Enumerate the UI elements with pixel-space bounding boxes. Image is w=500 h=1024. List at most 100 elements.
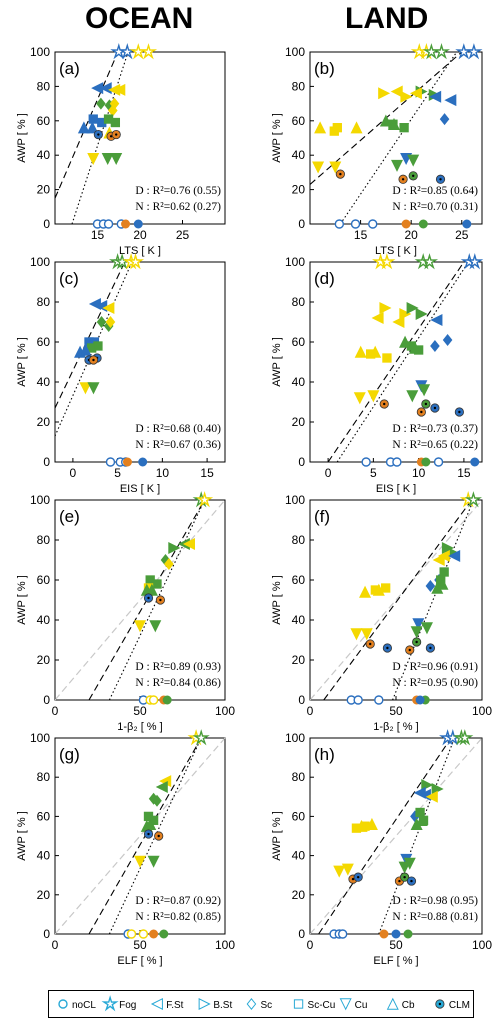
y-tick-label: 20 (37, 653, 51, 667)
point-star (465, 43, 483, 60)
y-tick-label: 0 (298, 455, 305, 469)
y-tick-label: 100 (30, 493, 50, 507)
panel-label: (e) (59, 507, 80, 526)
x-tick-label: 25 (176, 228, 190, 242)
point-square (93, 341, 103, 351)
y-tick-label: 80 (37, 295, 51, 309)
y-tick-label: 60 (37, 573, 51, 587)
x-tick-label: 0 (52, 938, 59, 952)
y-tick-label: 60 (37, 335, 51, 349)
point-triangle-down (407, 154, 420, 167)
points (74, 253, 148, 467)
panel-label: (d) (314, 269, 335, 288)
y-tick-label: 40 (292, 148, 306, 162)
stat-night: N : R²=0.84 (0.86) (135, 677, 221, 689)
point-star (126, 253, 145, 270)
point-triangle-up (314, 121, 327, 134)
point-square (88, 114, 98, 124)
y-tick-label: 40 (37, 849, 51, 863)
point-triangle-down (333, 865, 346, 878)
y-tick-label: 60 (292, 114, 306, 128)
point-circle-open (334, 219, 345, 229)
point-circle-dot-dot (356, 875, 360, 879)
point-circle-open (148, 695, 159, 705)
point-triangle-down (79, 382, 92, 395)
point-circle-filled (149, 929, 159, 939)
point-triangle-up (359, 585, 372, 598)
legend-marker (293, 999, 304, 1009)
x-tick-label: 50 (133, 704, 147, 718)
point-star (129, 43, 147, 60)
legend-svg: noCL Fog F.St B.St Sc Sc-Cu Cu Cb CLM (58, 995, 470, 1012)
legend-label: CLM (449, 1000, 470, 1011)
point-circle-open (374, 695, 384, 705)
y-tick-label: 0 (43, 693, 50, 707)
point-triangle-up (387, 117, 400, 130)
y-tick-label: 20 (37, 415, 51, 429)
legend-item-fst: F.St (150, 997, 184, 1011)
point-diamond (439, 113, 450, 126)
point-triangle-up (355, 819, 368, 832)
x-tick-label: 0 (325, 466, 332, 480)
point-triangle-down (406, 390, 419, 403)
point-circle-open (103, 219, 114, 229)
panel-label: (c) (59, 269, 79, 288)
fit-lines (310, 499, 483, 701)
point-triangle-down (341, 863, 354, 876)
points (77, 43, 158, 229)
x-tick-label: 100 (472, 938, 492, 952)
point-circle-dot-dot (97, 133, 100, 136)
point-circle-dot-dot (412, 174, 415, 178)
point-triangle-down (367, 390, 380, 403)
point-star (455, 43, 473, 60)
x-tick-label: 100 (215, 704, 235, 718)
legend: noCL Fog F.St B.St Sc Sc-Cu Cu Cb CLM (48, 990, 474, 1018)
point-triangle-down (133, 855, 147, 868)
point-triangle-down (329, 161, 342, 174)
point-triangle-up (354, 345, 367, 358)
y-tick-label: 100 (30, 255, 50, 269)
axes-frame (54, 51, 226, 225)
point-triangle-up (399, 335, 412, 348)
y-tick-label: 60 (37, 809, 51, 823)
x-axis-label: ELF [ % ] (117, 955, 162, 967)
stat-day: D : R²=0.85 (0.64) (392, 185, 478, 197)
y-tick-label: 100 (30, 45, 50, 59)
point-triangle-right (406, 301, 419, 315)
legend-marker (198, 997, 211, 1011)
point-diamond (430, 339, 440, 353)
point-star (196, 491, 214, 508)
legend-marker-dot (438, 1002, 442, 1006)
point-circle-dot-dot (439, 178, 442, 181)
day-fit-line (318, 737, 452, 935)
legend-label: Cb (402, 1000, 415, 1011)
y-tick-label: 0 (298, 927, 305, 941)
panel-d: 0 20 40 60 80 100 0 5 10 15 EIS [ K ] AWP [ % ] (d) D… (271, 253, 484, 495)
point-triangle-down (391, 159, 404, 172)
point-circle-dot-dot (403, 875, 406, 879)
legend-item-sc: Sc (246, 997, 272, 1011)
point-triangle-left (102, 301, 115, 315)
x-tick-label: 5 (370, 466, 377, 480)
point-square (399, 123, 409, 133)
point-star (420, 253, 439, 270)
point-square (152, 579, 162, 589)
point-triangle-up (350, 121, 363, 134)
point-triangle-up (379, 114, 392, 127)
point-circle-open (138, 929, 149, 939)
x-axis-label: EIS [ K ] (120, 483, 160, 495)
points (312, 43, 483, 229)
point-diamond (425, 579, 436, 593)
points (133, 491, 214, 705)
point-triangle-up (77, 121, 90, 134)
x-tick-label: 5 (114, 466, 121, 480)
x-tick-label: 10 (412, 466, 426, 480)
point-triangle-up (144, 817, 157, 830)
point-circle-filled (138, 457, 148, 467)
point-circle-open (361, 457, 371, 467)
y-tick-label: 80 (292, 79, 306, 93)
point-circle-open (105, 457, 116, 467)
x-axis-label: LTS [ K ] (119, 245, 161, 257)
y-axis-label: AWP [ % ] (16, 113, 28, 163)
